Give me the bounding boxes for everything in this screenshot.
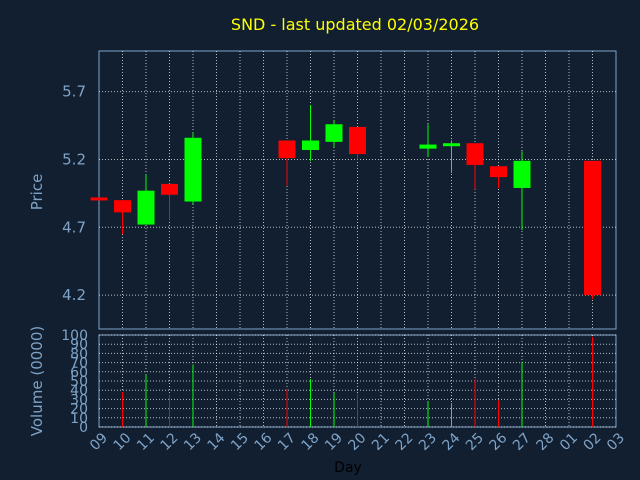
volume-layer <box>122 336 593 427</box>
x-tick-label: 16 <box>252 430 276 454</box>
x-tick-label: 18 <box>299 430 323 454</box>
x-tick-label: 13 <box>181 430 205 454</box>
candle-body <box>325 124 343 142</box>
x-tick-label: 27 <box>510 430 534 454</box>
candle-body <box>278 140 296 159</box>
price-tick-label: 4.7 <box>62 218 86 236</box>
candle-body <box>490 166 507 178</box>
chart-title: SND - last updated 02/03/2026 <box>231 15 479 34</box>
x-tick-label: 14 <box>205 430 229 454</box>
volume-axis-label: Volume (0000) <box>28 326 46 436</box>
y-axis-label: Price <box>28 174 46 211</box>
x-tick-label: 21 <box>369 430 393 454</box>
volume-tick-label: 10 <box>70 411 88 427</box>
candle-body <box>349 126 366 155</box>
x-tick-label: 15 <box>228 430 252 454</box>
x-axis-label: Day <box>334 460 362 476</box>
volume-tick-label: 50 <box>70 374 88 390</box>
volume-tick-label: 0 <box>79 420 88 436</box>
x-tick-label: 20 <box>346 430 370 454</box>
volume-tick-label: 80 <box>70 346 88 362</box>
candle-body <box>90 197 108 201</box>
price-tick-label: 5.7 <box>62 83 86 101</box>
x-tick-label: 28 <box>534 430 558 454</box>
x-tick-label: 24 <box>440 430 464 454</box>
x-tick-label: 17 <box>275 430 299 454</box>
x-tick-label: 25 <box>463 430 487 454</box>
candle-body <box>513 160 531 188</box>
candle-body <box>466 143 484 165</box>
x-tick-label: 03 <box>604 430 628 454</box>
x-tick-label: 01 <box>557 430 581 454</box>
volume-tick-label: 90 <box>70 337 88 353</box>
candle-body <box>584 160 601 296</box>
x-tick-label: 02 <box>581 430 605 454</box>
x-tick-label: 09 <box>87 430 111 454</box>
x-tick-label: 12 <box>158 430 182 454</box>
x-tick-label: 10 <box>111 430 135 454</box>
price-tick-label: 4.2 <box>62 286 86 304</box>
candle-body <box>302 140 319 150</box>
x-tick-label: 26 <box>487 430 511 454</box>
candle-body <box>443 143 460 147</box>
x-tick-label: 11 <box>134 430 158 454</box>
x-tick-label: 22 <box>393 430 417 454</box>
candle-body <box>137 190 155 225</box>
volume-tick-label: 60 <box>70 365 88 381</box>
volume-tick-label: 100 <box>61 328 88 344</box>
candle-body <box>114 200 131 213</box>
price-tick-label: 5.2 <box>62 150 86 168</box>
volume-tick-label: 30 <box>70 392 88 408</box>
candle-body <box>419 144 437 149</box>
candle-body <box>161 183 178 195</box>
volume-tick-label: 40 <box>70 383 88 399</box>
candle-body <box>184 137 202 202</box>
x-tick-label: 23 <box>416 430 440 454</box>
x-tick-label: 19 <box>322 430 346 454</box>
volume-tick-label: 70 <box>70 356 88 372</box>
volume-tick-label: 20 <box>70 402 88 418</box>
candles-layer <box>90 105 601 300</box>
